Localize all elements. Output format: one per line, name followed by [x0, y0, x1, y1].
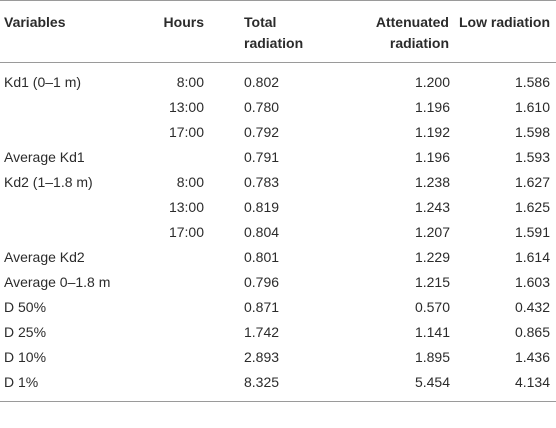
table-row: 13:00 0.819 1.243 1.625: [0, 195, 556, 220]
attenuated-radiation-cell: 1.215: [414, 274, 450, 290]
total-radiation-cell: 0.819: [244, 199, 280, 215]
variable-cell: D 25%: [4, 324, 47, 340]
table-body: Kd1 (0–1 m) 8:00 0.802 1.200 1.586 13:00 0.780…: [0, 63, 556, 402]
total-radiation-cell: 0.871: [244, 299, 280, 315]
variable-cell: D 1%: [0, 370, 140, 402]
total-radiation-cell: 0.802: [244, 74, 280, 90]
table-row: Average Kd2 0.801 1.229 1.614: [0, 245, 556, 270]
attenuated-radiation-cell: 1.895: [414, 349, 450, 365]
attenuated-radiation-cell: 1.238: [414, 174, 450, 190]
table-header: Variables Hours Total radiation Attenuat…: [0, 0, 556, 63]
total-radiation-cell: 0.780: [244, 99, 280, 115]
total-radiation-cell: 0.804: [244, 224, 280, 240]
total-radiation-cell: 0.783: [244, 174, 280, 190]
low-radiation-cell: 0.865: [514, 324, 550, 340]
low-radiation-cell: 1.591: [514, 224, 550, 240]
column-header-variables: Variables: [0, 0, 140, 63]
table-row: 17:00 0.804 1.207 1.591: [0, 220, 556, 245]
variable-cell: D 50%: [4, 299, 47, 315]
low-radiation-cell: 4.134: [450, 370, 556, 402]
total-radiation-cell: 0.792: [244, 124, 280, 140]
variable-cell: [0, 220, 140, 245]
hours-cell: [140, 245, 204, 270]
attenuated-radiation-cell: 1.196: [414, 149, 450, 165]
total-radiation-cell: 0.796: [244, 274, 280, 290]
table-row: 13:00 0.780 1.196 1.610: [0, 95, 556, 120]
table-row: D 50% 0.871 0.570 0.432: [0, 295, 556, 320]
variable-cell: Average Kd1: [4, 149, 85, 165]
variable-cell: Average 0–1.8 m: [4, 274, 111, 290]
attenuated-radiation-cell: 1.207: [414, 224, 450, 240]
low-radiation-cell: 1.614: [514, 249, 550, 265]
header-row: Variables Hours Total radiation Attenuat…: [0, 0, 556, 63]
hours-cell: 17:00: [168, 224, 204, 240]
attenuated-radiation-cell: 1.192: [414, 124, 450, 140]
low-radiation-cell: 1.627: [514, 174, 550, 190]
variable-cell: Kd1 (0–1 m): [4, 74, 82, 90]
hours-cell: 17:00: [168, 124, 204, 140]
total-radiation-cell: 8.325: [204, 370, 334, 402]
low-radiation-cell: 1.610: [514, 99, 550, 115]
variable-cell: D 10%: [4, 349, 47, 365]
low-radiation-cell: 1.436: [514, 349, 550, 365]
variable-cell: [0, 95, 140, 120]
table-row: Average 0–1.8 m 0.796 1.215 1.603: [0, 270, 556, 295]
hours-cell: 13:00: [168, 199, 204, 215]
table-row: Average Kd1 0.791 1.196 1.593: [0, 145, 556, 170]
variable-cell: [0, 195, 140, 220]
column-header-total-radiation: Total radiation: [204, 0, 334, 63]
attenuated-radiation-cell: 1.229: [414, 249, 450, 265]
hours-cell: [140, 320, 204, 345]
variable-cell: Average Kd2: [4, 249, 85, 265]
total-radiation-cell: 1.742: [244, 324, 280, 340]
low-radiation-cell: 1.625: [514, 199, 550, 215]
total-radiation-cell: 2.893: [244, 349, 280, 365]
low-radiation-cell: 1.598: [514, 124, 550, 140]
hours-cell: [140, 270, 204, 295]
total-radiation-cell: 0.791: [244, 149, 280, 165]
low-radiation-cell: 1.586: [514, 74, 550, 90]
hours-cell: 8:00: [176, 74, 204, 90]
attenuated-radiation-cell: 1.141: [414, 324, 450, 340]
column-header-attenuated-radiation: Attenuated radiation: [334, 0, 450, 63]
hours-cell: [140, 345, 204, 370]
low-radiation-cell: 1.603: [514, 274, 550, 290]
column-header-hours: Hours: [140, 0, 204, 63]
table-row: D 1% 8.325 5.454 4.134: [0, 370, 556, 402]
table-row: 17:00 0.792 1.192 1.598: [0, 120, 556, 145]
hours-cell: 13:00: [168, 99, 204, 115]
table-row: Kd2 (1–1.8 m) 8:00 0.783 1.238 1.627: [0, 170, 556, 195]
hours-cell: [140, 145, 204, 170]
low-radiation-cell: 1.593: [514, 149, 550, 165]
hours-cell: [140, 370, 204, 402]
attenuated-radiation-cell: 1.243: [414, 199, 450, 215]
table-row: D 25% 1.742 1.141 0.865: [0, 320, 556, 345]
attenuated-radiation-cell: 1.196: [414, 99, 450, 115]
table-row: D 10% 2.893 1.895 1.436: [0, 345, 556, 370]
attenuated-radiation-cell: 0.570: [414, 299, 450, 315]
attenuated-radiation-cell: 5.454: [334, 370, 450, 402]
hours-cell: 8:00: [176, 174, 204, 190]
hours-cell: [140, 295, 204, 320]
table-row: Kd1 (0–1 m) 8:00 0.802 1.200 1.586: [0, 63, 556, 96]
column-header-low-radiation: Low radiation: [450, 0, 556, 63]
attenuated-radiation-cell: 1.200: [414, 74, 450, 90]
low-radiation-cell: 0.432: [514, 299, 550, 315]
data-table: Variables Hours Total radiation Attenuat…: [0, 0, 556, 402]
total-radiation-cell: 0.801: [244, 249, 280, 265]
variable-cell: Kd2 (1–1.8 m): [4, 174, 93, 190]
variable-cell: [0, 120, 140, 145]
